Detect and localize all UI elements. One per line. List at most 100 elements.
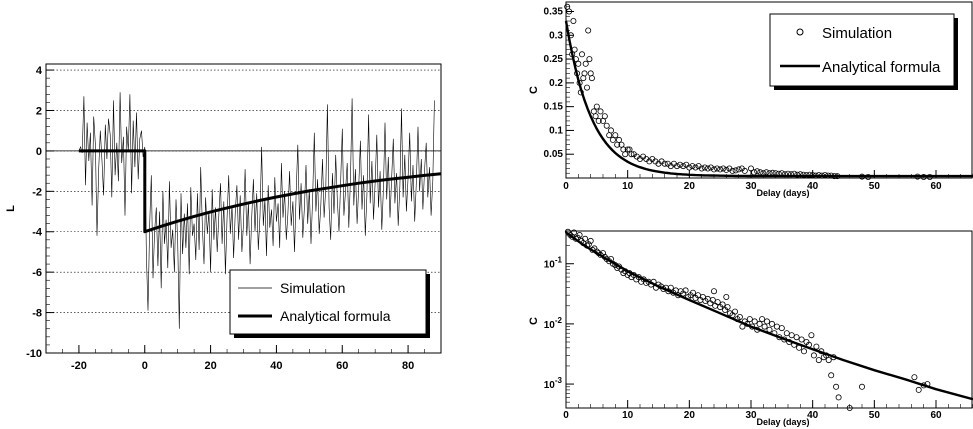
- simulation-point: [920, 382, 927, 389]
- simulation-point: [572, 56, 579, 63]
- chart-background: [0, 0, 490, 429]
- y-tick-label: 0.35: [544, 7, 564, 18]
- x-tick-label: 10: [622, 410, 634, 421]
- simulation-point: [723, 166, 730, 173]
- y-tick-label: 0.1: [549, 125, 563, 136]
- x-tick-label: 50: [869, 410, 881, 421]
- simulation-point: [831, 173, 838, 180]
- simulation-point: [756, 320, 763, 327]
- simulation-point: [815, 172, 822, 179]
- simulation-point: [821, 172, 828, 179]
- simulation-point: [741, 167, 748, 174]
- simulation-point: [911, 374, 918, 381]
- simulation-point: [581, 70, 588, 77]
- simulation-point: [719, 301, 726, 308]
- simulation-point: [797, 171, 804, 178]
- x-tick-label: 20: [684, 181, 696, 192]
- y-tick-label: 0.15: [544, 102, 564, 113]
- y-tick-label: 0.2: [549, 78, 563, 89]
- simulation-point: [600, 250, 607, 257]
- simulation-point: [865, 173, 872, 180]
- simulation-point: [710, 288, 717, 295]
- simulation-point: [783, 330, 790, 337]
- simulation-point: [584, 84, 591, 91]
- simulation-point: [709, 297, 716, 304]
- simulation-point: [793, 334, 800, 341]
- simulation-point: [714, 299, 721, 306]
- x-tick-label: 0: [142, 360, 148, 372]
- x-tick-label: 0: [563, 410, 569, 421]
- simulation-point: [731, 308, 738, 315]
- bottom-right-chart-panel: 10-3 10-2 10-1 0 10 20 30 40 50 60 Delay (days) C: [525, 215, 973, 429]
- simulation-point: [754, 326, 761, 333]
- simulation-point: [834, 173, 841, 180]
- simulation-point: [597, 108, 604, 115]
- x-tick-label: 10: [622, 181, 634, 192]
- simulation-point: [846, 404, 853, 411]
- x-tick-label: 40: [270, 360, 282, 372]
- x-tick-label: 40: [807, 410, 819, 421]
- y-tick-label: 4: [36, 65, 43, 77]
- simulation-point: [763, 318, 770, 325]
- simulation-point: [763, 169, 770, 176]
- y-tick-base: 10: [544, 320, 556, 331]
- y-axis-label: C: [528, 86, 540, 94]
- simulation-point: [761, 323, 768, 330]
- x-tick-label: 0: [563, 181, 569, 192]
- simulation-point: [588, 75, 595, 82]
- simulation-point: [771, 330, 778, 337]
- simulation-point: [701, 164, 708, 171]
- simulation-point: [760, 170, 767, 177]
- simulation-point: [667, 284, 674, 291]
- x-axis-label: Delay (days): [756, 188, 809, 198]
- simulation-point: [781, 171, 788, 178]
- simulation-point: [720, 165, 727, 172]
- simulation-point: [757, 169, 764, 176]
- simulation-point: [584, 242, 591, 249]
- simulation-point: [791, 170, 798, 177]
- simulation-point: [609, 136, 616, 143]
- simulation-point: [924, 381, 931, 388]
- simulation-point: [798, 336, 805, 343]
- simulation-point: [593, 248, 600, 255]
- simulation-point: [582, 60, 589, 67]
- y-tick-base: 10: [544, 260, 556, 271]
- simulation-point: [835, 394, 842, 401]
- simulation-point: [574, 70, 581, 77]
- simulation-point: [630, 272, 637, 279]
- simulation-point: [732, 167, 739, 174]
- simulation-point: [579, 51, 586, 58]
- simulation-point: [735, 166, 742, 173]
- simulation-point: [751, 169, 758, 176]
- simulation-point: [569, 51, 576, 58]
- simulation-point: [784, 170, 791, 177]
- simulation-point: [766, 170, 773, 177]
- simulation-point: [823, 352, 830, 359]
- simulation-point: [768, 320, 775, 327]
- legend-simulation-marker: [796, 28, 804, 36]
- y-tick-label: -6: [32, 267, 42, 279]
- x-axis-label: Delay (days): [756, 417, 809, 427]
- simulation-point: [818, 172, 825, 179]
- x-tick-label: 60: [930, 181, 942, 192]
- simulation-point: [601, 113, 608, 120]
- simulation-point: [794, 171, 801, 178]
- y-axis-label: L: [5, 205, 17, 212]
- simulation-point: [582, 235, 589, 242]
- simulation-point: [677, 161, 684, 168]
- legend-simulation-label: Simulation: [822, 25, 892, 42]
- simulation-point: [800, 171, 807, 178]
- x-tick-label: 20: [204, 360, 216, 372]
- simulation-point: [698, 165, 705, 172]
- simulation-point: [828, 172, 835, 179]
- x-tick-label: 30: [745, 181, 757, 192]
- simulation-point: [791, 341, 798, 348]
- simulation-point: [577, 89, 584, 96]
- simulation-point: [724, 304, 731, 311]
- simulation-point: [749, 323, 756, 330]
- simulation-point: [778, 325, 785, 332]
- simulation-point: [739, 323, 746, 330]
- simulation-point: [759, 316, 766, 323]
